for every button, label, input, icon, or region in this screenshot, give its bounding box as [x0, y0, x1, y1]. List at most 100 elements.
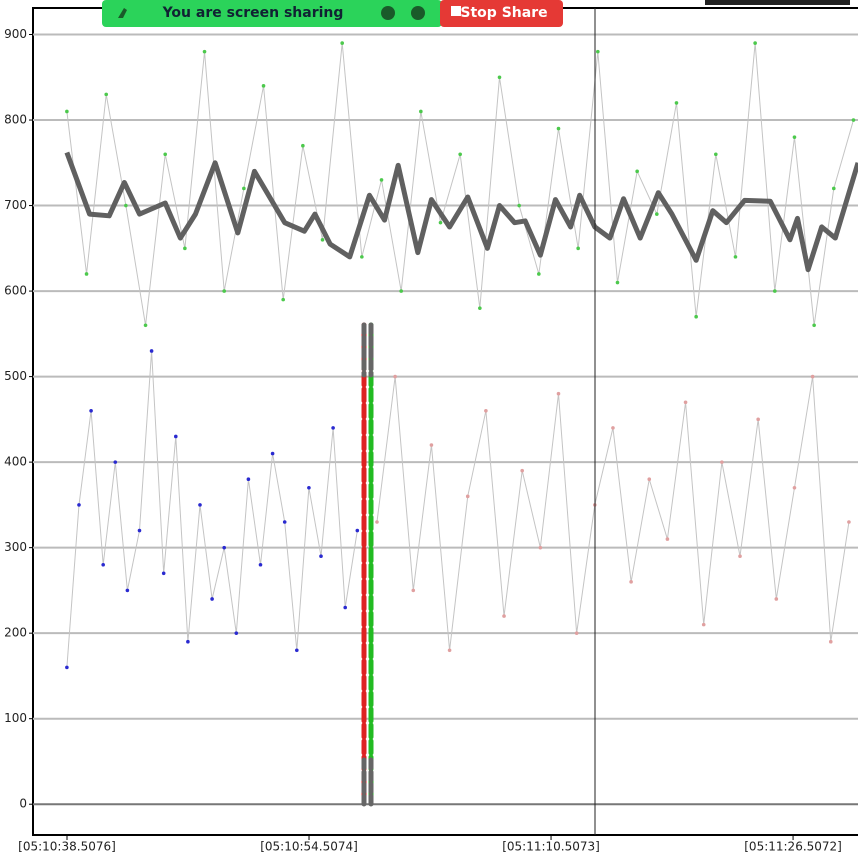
series-point: [465, 494, 470, 499]
y-tick-label: 0: [19, 797, 27, 811]
banner-message: You are screen sharing: [162, 5, 344, 21]
series-point: [331, 426, 335, 430]
series-point: [242, 186, 246, 191]
series-point: [714, 152, 718, 157]
series-point: [258, 562, 263, 567]
series-point: [246, 477, 251, 482]
series-point: [355, 528, 360, 533]
series-point: [137, 528, 142, 533]
series-point: [851, 118, 856, 122]
y-tick-label: 800: [4, 113, 27, 127]
series-point: [65, 665, 69, 670]
top-bar: [705, 0, 850, 5]
marker-column: [361, 322, 374, 807]
grid: [33, 33, 858, 806]
series-point: [517, 203, 521, 208]
series-point: [84, 272, 89, 276]
x-tick-label: [05:10:54.5074]: [260, 840, 358, 854]
series-point: [161, 571, 166, 576]
series-point: [340, 41, 344, 45]
series-point: [792, 485, 797, 490]
y-tick-label: 400: [4, 455, 27, 469]
series-point: [774, 597, 779, 601]
series-point: [419, 109, 423, 114]
series-point: [198, 503, 202, 507]
series-point: [753, 41, 757, 45]
series-point: [576, 246, 580, 251]
series-point: [295, 648, 299, 653]
series-point: [502, 614, 506, 618]
series-point: [77, 503, 81, 507]
series-point: [149, 349, 154, 353]
series-point: [847, 520, 851, 524]
y-tick-label: 600: [4, 284, 27, 298]
series-point: [210, 597, 214, 601]
series-point: [773, 289, 777, 293]
series-point: [261, 84, 266, 88]
stop-share-button[interactable]: [440, 0, 563, 27]
series-point: [810, 374, 815, 379]
banner-icon: [118, 8, 127, 18]
series-point: [812, 323, 816, 328]
series-point: [611, 426, 615, 430]
series-point: [720, 460, 724, 464]
series-point: [411, 588, 416, 593]
series-point: [674, 101, 679, 105]
series-point: [556, 391, 561, 396]
series-point: [101, 562, 105, 567]
banner-icon: [381, 6, 395, 20]
y-tick-label: 200: [4, 626, 27, 640]
series-point: [733, 255, 738, 259]
series-point: [307, 485, 311, 490]
series-point: [497, 75, 502, 80]
series-point: [738, 554, 742, 558]
series-point: [360, 255, 364, 259]
series-point: [438, 220, 443, 225]
plot-frame: [32, 7, 858, 836]
series-point: [520, 468, 524, 473]
series-point: [393, 374, 397, 379]
series-point: [270, 451, 275, 456]
series-point: [647, 477, 652, 482]
series-point: [655, 212, 659, 216]
series-point: [756, 417, 760, 422]
series-point: [484, 409, 488, 413]
series-point: [701, 622, 706, 627]
stop-share-label[interactable]: Stop Share: [460, 5, 547, 21]
series-point: [629, 580, 633, 584]
y-tick-label: 500: [4, 369, 27, 383]
series-point: [538, 545, 543, 550]
series-point: [319, 554, 323, 558]
y-tick-label: 300: [4, 540, 27, 554]
series-point: [113, 460, 118, 464]
series-point: [301, 143, 305, 148]
x-tick-label: [05:11:26.5072]: [744, 840, 842, 854]
x-tick-label: [05:10:38.5076]: [18, 840, 116, 854]
series-point: [665, 537, 670, 541]
series-point: [375, 520, 379, 524]
banner-icon: [411, 6, 425, 20]
series-point: [683, 400, 688, 405]
series-point: [173, 434, 178, 439]
series-point: [556, 126, 561, 131]
series-point: [429, 443, 434, 447]
series-point: [447, 648, 452, 653]
smoothed-line: [64, 151, 858, 273]
series-point: [792, 135, 797, 139]
series-point: [635, 169, 639, 174]
y-tick-label: 900: [4, 27, 27, 41]
series-point: [615, 280, 620, 285]
series-point: [343, 605, 348, 610]
banner-bg: [102, 0, 442, 27]
series-point: [65, 109, 69, 114]
series-point: [104, 92, 109, 97]
series-point: [282, 520, 287, 524]
series-point: [222, 545, 226, 550]
series-point: [694, 314, 698, 319]
marks: [64, 41, 858, 670]
series-point: [202, 49, 207, 54]
series-point: [458, 152, 462, 157]
series-point: [828, 639, 833, 644]
series-point: [281, 297, 285, 302]
